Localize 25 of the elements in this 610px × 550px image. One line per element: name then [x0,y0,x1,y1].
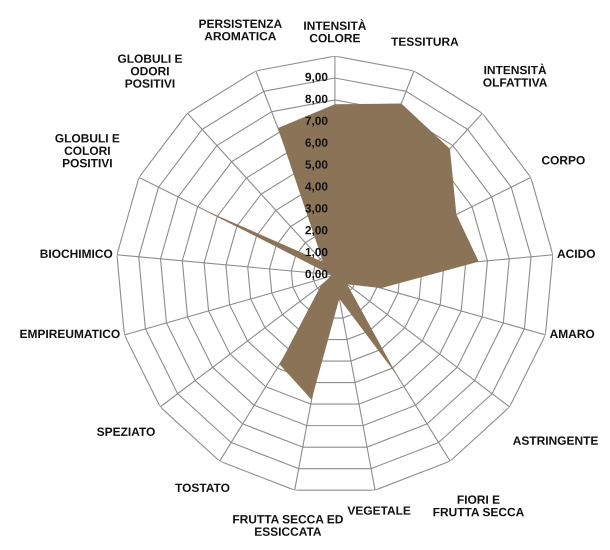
spoke-label: EMPIREUMATICO [20,330,120,338]
y-tick-label: 6,00 [305,138,328,149]
spoke-label: PERSISTENZA AROMATICA [199,20,282,40]
y-tick-label: 3,00 [305,204,328,214]
y-tick-label: 7,00 [305,116,328,127]
y-tick-label: 9,00 [305,72,328,83]
y-tick-label: 8,00 [305,94,328,105]
spoke-label: VEGETALE [347,506,410,515]
y-tick-label: 4,00 [305,182,328,192]
spoke-label: ACIDO [557,250,596,258]
spoke-label: CORPO [542,156,585,164]
spoke-label: TOSTATO [175,484,230,492]
spoke-label: INTENSITÀ COLORE [304,19,366,42]
spoke-label: INTENSITÀ OLFATTIVA [483,64,548,87]
spoke-label: GLOBULI E COLORI POSITIVI [55,134,120,168]
spoke-label: TESSITURA [391,37,458,46]
spoke-label: ASTRINGENTE [513,436,598,445]
spoke-label: AMARO [550,330,594,338]
spoke-label: BIOCHIMICO [40,250,112,258]
spoke-label: FIORI E FRUTTA SECCA [433,495,524,516]
spoke-label: FRUTTA SECCA ED ESSICCATA [233,515,343,536]
spoke-label: SPEZIATO [97,427,155,436]
y-tick-label: 0,00 [305,270,328,280]
y-tick-label: 5,00 [305,160,328,170]
spoke-label: GLOBULI E ODORI POSITIVI [118,54,182,88]
